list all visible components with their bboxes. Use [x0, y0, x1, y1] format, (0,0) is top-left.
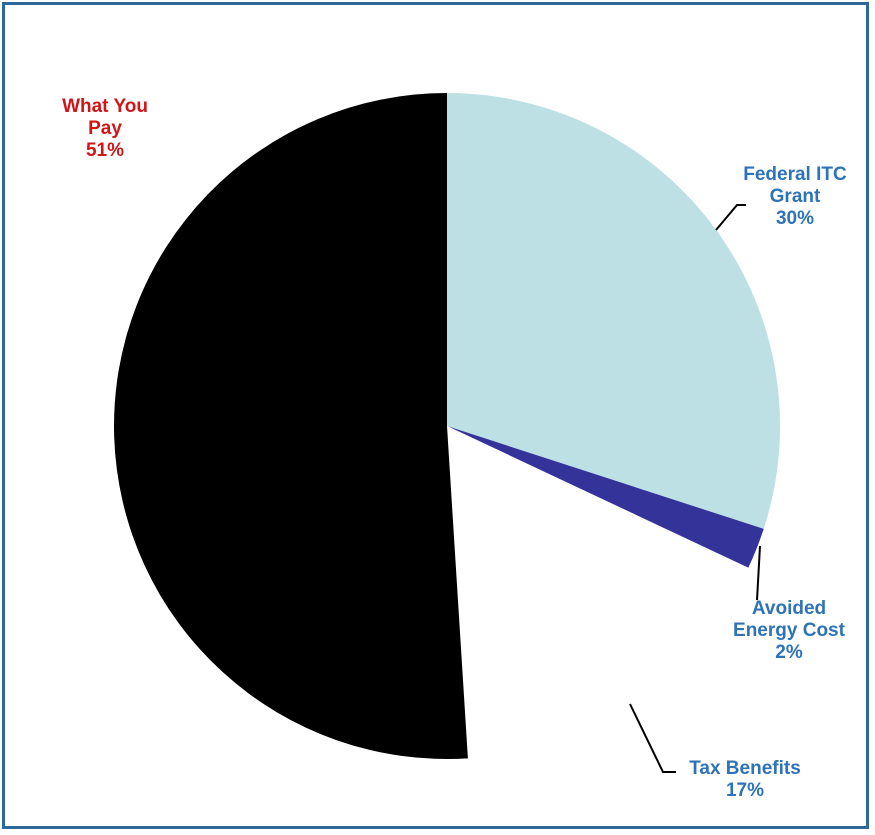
slice-avoided-energy-cost — [447, 426, 764, 568]
label-tax-benefits: Tax Benefits 17% — [689, 758, 801, 801]
label-federal-itc-grant: Federal ITC Grant 30% — [743, 164, 847, 229]
leader-federal-itc-grant — [715, 204, 746, 231]
slice-tax-benefits — [447, 426, 749, 759]
leader-tax-benefits — [629, 703, 676, 773]
label-avoided-energy-cost: Avoided Energy Cost 2% — [733, 598, 845, 663]
label-what-you-pay: What You Pay 51% — [62, 96, 148, 161]
leader-avoided-energy-cost — [756, 545, 761, 601]
slice-what-you-pay — [114, 93, 468, 759]
slice-federal-itc-grant — [447, 93, 780, 529]
